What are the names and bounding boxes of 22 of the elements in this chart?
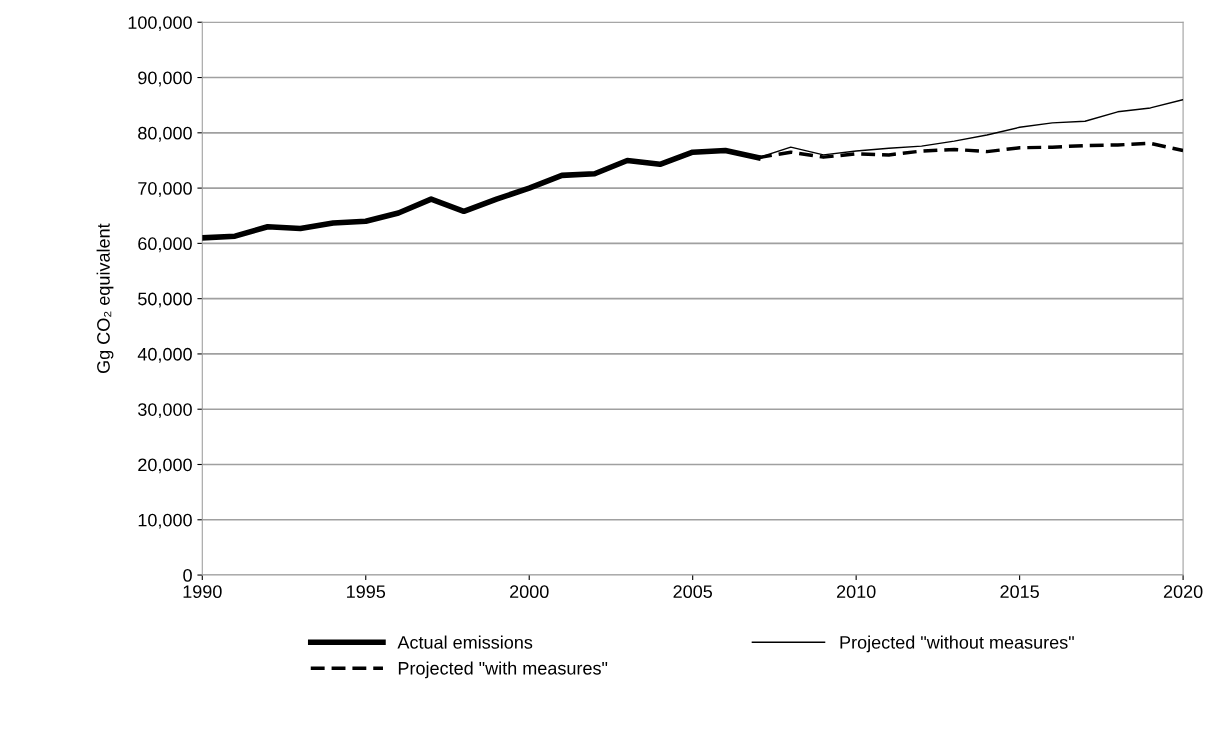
y-tick-label: 80,000 bbox=[138, 126, 192, 142]
x-tick-label: 2010 bbox=[836, 585, 876, 599]
y-axis-title: Gg CO₂ equivalent bbox=[96, 223, 114, 374]
y-tick-label: 30,000 bbox=[138, 403, 192, 419]
y-tick-label: 60,000 bbox=[138, 237, 192, 253]
y-tick-label: 100,000 bbox=[128, 16, 192, 32]
x-tick-label: 2015 bbox=[1000, 585, 1039, 599]
x-tick-label: 2005 bbox=[673, 585, 713, 599]
y-tick-label: 40,000 bbox=[137, 347, 192, 363]
y-tick-label: 0 bbox=[183, 568, 192, 582]
y-tick-label: 50,000 bbox=[138, 292, 192, 308]
legend-label: Projected "with measures" bbox=[398, 661, 608, 679]
legend-label: Actual emissions bbox=[397, 635, 533, 649]
legend-label: Projected "without measures" bbox=[840, 635, 1074, 653]
y-tick-label: 10,000 bbox=[138, 513, 192, 529]
y-tick-label: 70,000 bbox=[138, 182, 192, 197]
x-tick-label: 2000 bbox=[510, 585, 549, 599]
x-tick-label: 1990 bbox=[183, 585, 222, 599]
x-tick-label: 2020 bbox=[1163, 585, 1203, 599]
y-tick-label: 20,000 bbox=[138, 458, 192, 474]
x-tick-label: 1995 bbox=[347, 585, 386, 599]
y-tick-label: 90,000 bbox=[138, 71, 192, 87]
